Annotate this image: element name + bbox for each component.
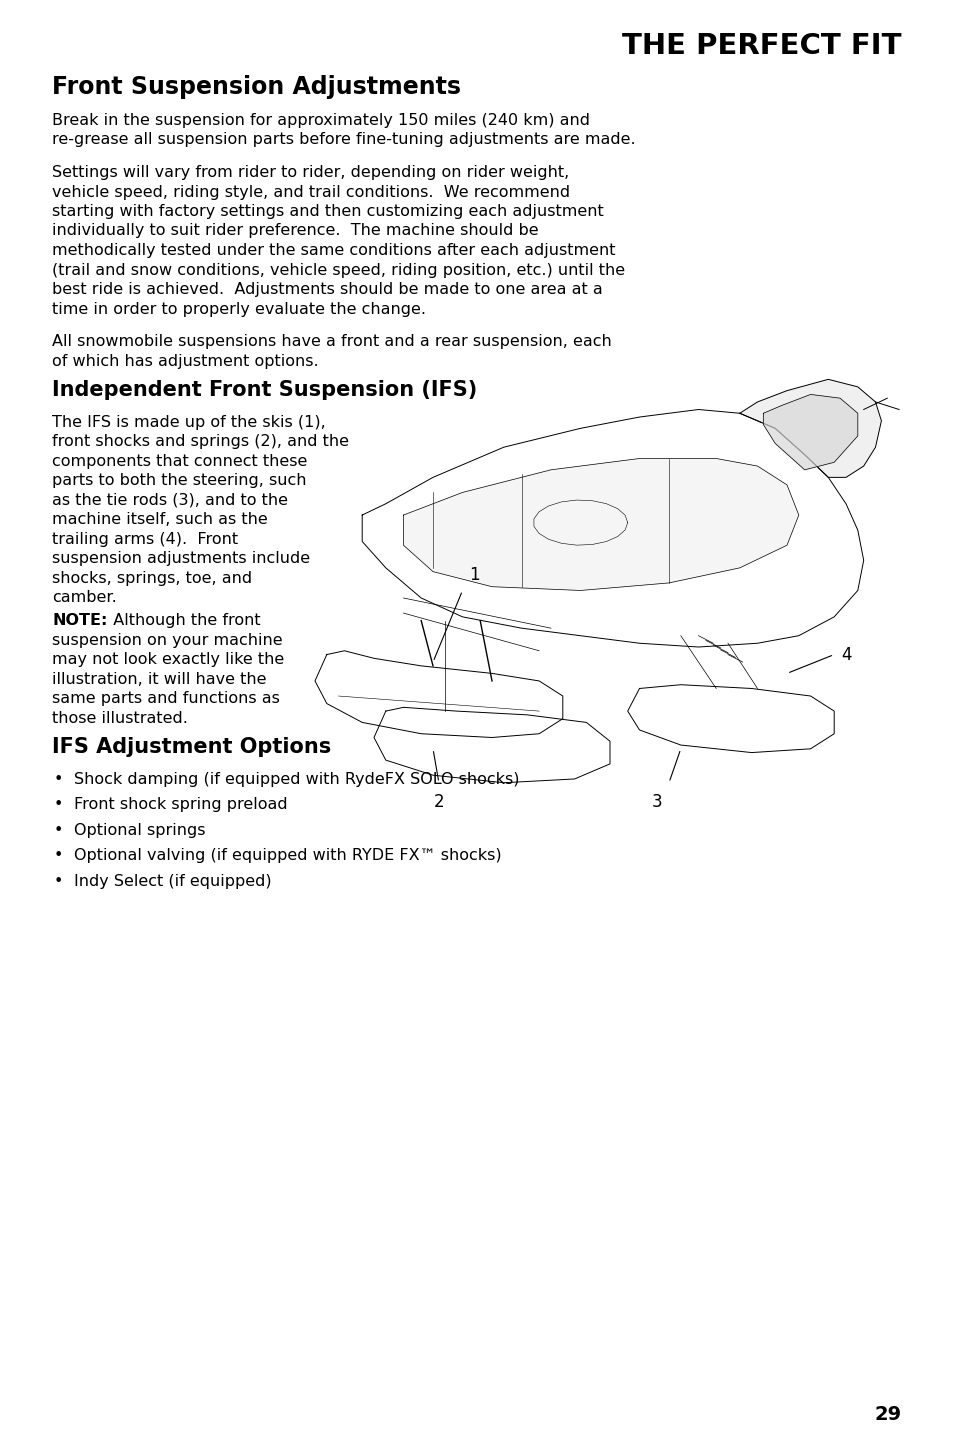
Text: •: • <box>54 797 63 813</box>
Polygon shape <box>762 394 857 470</box>
Text: of which has adjustment options.: of which has adjustment options. <box>52 353 318 368</box>
Text: shocks, springs, toe, and: shocks, springs, toe, and <box>52 570 252 586</box>
Text: suspension on your machine: suspension on your machine <box>52 632 282 648</box>
Text: Front Suspension Adjustments: Front Suspension Adjustments <box>52 76 460 99</box>
Text: those illustrated.: those illustrated. <box>52 711 188 726</box>
Text: Indy Select (if equipped): Indy Select (if equipped) <box>74 874 272 888</box>
Text: methodically tested under the same conditions after each adjustment: methodically tested under the same condi… <box>52 243 615 257</box>
Polygon shape <box>314 651 562 737</box>
Text: vehicle speed, riding style, and trail conditions.  We recommend: vehicle speed, riding style, and trail c… <box>52 185 570 199</box>
Text: Independent Front Suspension (IFS): Independent Front Suspension (IFS) <box>52 379 476 400</box>
Polygon shape <box>627 685 833 753</box>
Text: 3: 3 <box>651 792 661 810</box>
Text: illustration, it will have the: illustration, it will have the <box>52 672 266 686</box>
Text: machine itself, such as the: machine itself, such as the <box>52 512 268 526</box>
Text: as the tie rods (3), and to the: as the tie rods (3), and to the <box>52 493 288 507</box>
Text: trailing arms (4).  Front: trailing arms (4). Front <box>52 532 238 547</box>
Text: NOTE:: NOTE: <box>52 614 108 628</box>
Text: best ride is achieved.  Adjustments should be made to one area at a: best ride is achieved. Adjustments shoul… <box>52 282 602 297</box>
Text: All snowmobile suspensions have a front and a rear suspension, each: All snowmobile suspensions have a front … <box>52 334 611 349</box>
Text: individually to suit rider preference.  The machine should be: individually to suit rider preference. T… <box>52 224 538 238</box>
Text: re-grease all suspension parts before fine-tuning adjustments are made.: re-grease all suspension parts before fi… <box>52 132 635 147</box>
Text: Settings will vary from rider to rider, depending on rider weight,: Settings will vary from rider to rider, … <box>52 164 569 180</box>
Text: time in order to properly evaluate the change.: time in order to properly evaluate the c… <box>52 301 426 317</box>
Text: suspension adjustments include: suspension adjustments include <box>52 551 310 566</box>
Text: IFS Adjustment Options: IFS Adjustment Options <box>52 737 331 758</box>
Text: Although the front: Although the front <box>103 614 260 628</box>
Text: front shocks and springs (2), and the: front shocks and springs (2), and the <box>52 433 349 449</box>
Text: 4: 4 <box>840 646 850 663</box>
Text: Shock damping (if equipped with RydeFX SOLO shocks): Shock damping (if equipped with RydeFX S… <box>74 772 519 787</box>
Text: (trail and snow conditions, vehicle speed, riding position, etc.) until the: (trail and snow conditions, vehicle spee… <box>52 263 624 278</box>
Polygon shape <box>403 458 798 590</box>
Text: Front shock spring preload: Front shock spring preload <box>74 797 287 813</box>
Text: parts to both the steering, such: parts to both the steering, such <box>52 473 306 489</box>
Text: 2: 2 <box>433 792 444 810</box>
Text: starting with factory settings and then customizing each adjustment: starting with factory settings and then … <box>52 204 603 220</box>
Text: same parts and functions as: same parts and functions as <box>52 692 279 707</box>
Text: components that connect these: components that connect these <box>52 454 307 468</box>
Text: Optional springs: Optional springs <box>74 823 205 838</box>
Text: may not look exactly like the: may not look exactly like the <box>52 653 284 667</box>
Text: 1: 1 <box>469 567 479 585</box>
Polygon shape <box>362 410 862 647</box>
Text: •: • <box>54 874 63 888</box>
Text: •: • <box>54 772 63 787</box>
Text: 29: 29 <box>874 1405 901 1423</box>
Text: THE PERFECT FIT: THE PERFECT FIT <box>622 32 901 60</box>
Text: Break in the suspension for approximately 150 miles (240 km) and: Break in the suspension for approximatel… <box>52 113 589 128</box>
Polygon shape <box>739 379 881 477</box>
Polygon shape <box>374 707 609 782</box>
Text: Optional valving (if equipped with RYDE FX™ shocks): Optional valving (if equipped with RYDE … <box>74 848 501 864</box>
Text: The IFS is made up of the skis (1),: The IFS is made up of the skis (1), <box>52 414 325 429</box>
Text: •: • <box>54 848 63 864</box>
Text: •: • <box>54 823 63 838</box>
Text: camber.: camber. <box>52 590 116 605</box>
